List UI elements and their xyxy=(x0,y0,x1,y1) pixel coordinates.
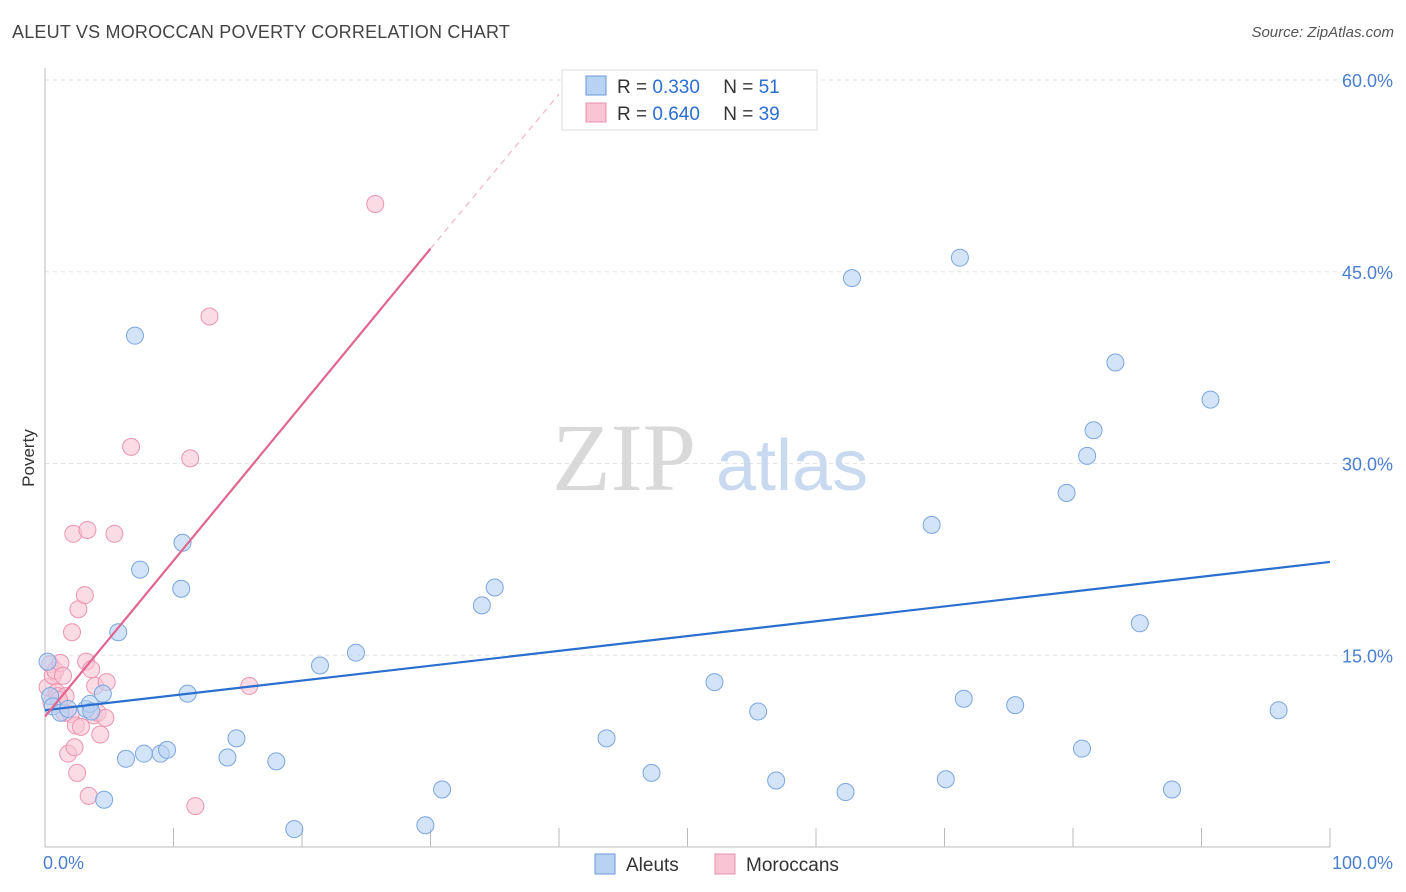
legend-r-label-aleut: R = xyxy=(617,77,652,98)
aleut-point xyxy=(285,820,304,839)
aleut-point xyxy=(1084,421,1103,440)
moroccan-point xyxy=(181,449,200,468)
aleut-point xyxy=(1201,390,1220,409)
legend-r-value-moroccan: 0.640 xyxy=(652,104,700,125)
moroccan-point xyxy=(105,524,124,543)
moroccan-point xyxy=(79,786,98,805)
legend-row-aleut: R = 0.330 N = 51 xyxy=(617,77,780,98)
moroccan-point xyxy=(68,763,87,782)
legend-top: R = 0.330 N = 51 R = 0.640 N = 39 xyxy=(561,69,818,131)
aleut-point xyxy=(1006,696,1025,715)
aleut-point xyxy=(1057,483,1076,502)
moroccan-point xyxy=(91,725,110,744)
legend-r-label-moroccan: R = xyxy=(617,104,652,125)
moroccan-point xyxy=(62,623,81,642)
aleut-point xyxy=(95,790,114,809)
x-ticks xyxy=(173,828,1331,847)
aleut-point xyxy=(1106,353,1125,372)
legend-n-value-moroccan: 39 xyxy=(759,104,780,125)
legend-swatch-aleut xyxy=(585,75,607,96)
legend-swatch-moroccan xyxy=(585,102,607,123)
aleut-trend-line xyxy=(44,560,1331,712)
x-tick-label-min: 0.0% xyxy=(43,853,84,873)
moroccan-point xyxy=(71,717,90,736)
aleut-point xyxy=(642,763,661,782)
aleut-point xyxy=(936,770,955,789)
aleut-point xyxy=(125,326,144,345)
aleut-point xyxy=(38,652,57,671)
moroccan-point xyxy=(65,738,84,757)
legend-row-moroccan: R = 0.640 N = 39 xyxy=(617,104,780,125)
watermark-zip: ZIP xyxy=(552,404,696,511)
aleut-point xyxy=(116,749,135,768)
aleut-point xyxy=(1269,701,1288,720)
aleut-point xyxy=(472,596,491,615)
moroccan-points xyxy=(38,194,385,816)
aleut-point xyxy=(950,248,969,267)
moroccan-point xyxy=(186,797,205,816)
legend-bottom-swatch-aleuts xyxy=(594,853,616,875)
aleut-point xyxy=(433,780,452,799)
aleut-point xyxy=(922,515,941,534)
moroccan-trend-extension xyxy=(430,93,560,250)
aleut-point xyxy=(82,702,101,721)
trend-lines xyxy=(44,93,1331,718)
y-tick-label-30: 30.0% xyxy=(1342,455,1393,475)
moroccan-point xyxy=(200,307,219,326)
y-tick-labels: 15.0% 30.0% 45.0% 60.0% xyxy=(1342,71,1393,666)
aleut-point xyxy=(93,684,112,703)
aleut-point xyxy=(954,689,973,708)
moroccan-trend-line xyxy=(44,248,432,718)
source-credit: Source: ZipAtlas.com xyxy=(1251,24,1394,41)
aleut-point xyxy=(158,740,177,759)
aleut-point xyxy=(1130,614,1149,633)
aleut-point xyxy=(310,656,329,675)
aleut-point xyxy=(485,578,504,597)
legend-bottom: Aleuts Moroccans xyxy=(594,853,839,876)
moroccan-point xyxy=(366,194,385,213)
legend-n-label-moroccan: N = xyxy=(723,104,758,125)
aleut-point xyxy=(416,816,435,835)
aleut-point xyxy=(267,752,286,771)
aleut-point xyxy=(842,269,861,288)
aleut-point xyxy=(346,643,365,662)
aleut-points xyxy=(38,248,1288,839)
aleut-point xyxy=(767,771,786,790)
watermark-atlas: atlas xyxy=(716,426,868,506)
aleut-point xyxy=(227,729,246,748)
aleut-point xyxy=(109,623,128,642)
y-axis-label: Poverty xyxy=(19,429,38,487)
aleut-point xyxy=(131,560,150,579)
legend-bottom-label-moroccans: Moroccans xyxy=(746,855,839,876)
legend-bottom-swatch-moroccans xyxy=(714,853,736,875)
aleut-point xyxy=(218,748,237,767)
legend-n-label-aleut: N = xyxy=(723,77,758,98)
x-tick-label-max: 100.0% xyxy=(1332,853,1393,873)
legend-r-value-aleut: 0.330 xyxy=(652,77,700,98)
y-tick-label-45: 45.0% xyxy=(1342,263,1393,283)
aleut-point xyxy=(134,744,153,763)
aleut-point xyxy=(749,702,768,721)
aleut-point xyxy=(1162,780,1181,799)
aleut-point xyxy=(705,673,724,692)
aleut-point xyxy=(597,729,616,748)
moroccan-point xyxy=(122,437,141,456)
aleut-point xyxy=(172,579,191,598)
aleut-point xyxy=(836,783,855,802)
moroccan-point xyxy=(53,666,72,685)
moroccan-point xyxy=(78,520,97,539)
y-tick-label-15: 15.0% xyxy=(1342,646,1393,666)
legend-bottom-label-aleuts: Aleuts xyxy=(626,855,679,876)
chart-title: ALEUT VS MOROCCAN POVERTY CORRELATION CH… xyxy=(12,22,511,42)
legend-n-value-aleut: 51 xyxy=(759,77,780,98)
moroccan-point xyxy=(75,586,94,605)
watermark: ZIP atlas xyxy=(552,404,868,511)
aleut-point xyxy=(1072,739,1091,758)
aleut-point xyxy=(1078,446,1097,465)
y-tick-label-60: 60.0% xyxy=(1342,71,1393,91)
grid-layer xyxy=(45,79,1392,656)
